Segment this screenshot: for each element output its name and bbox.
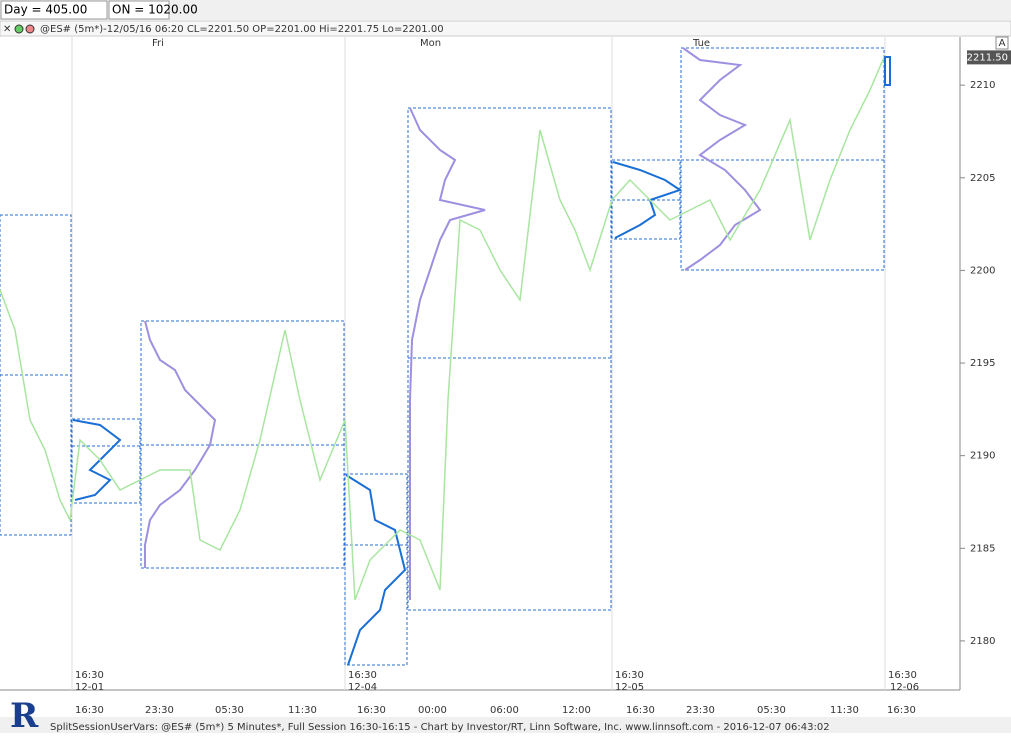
last-price-box: [967, 50, 1011, 65]
session-time: 16:30: [615, 670, 644, 681]
session-date: 12-05: [615, 682, 644, 693]
corner-button[interactable]: [995, 36, 1009, 50]
footer-text: SplitSessionUserVars: @ES# (5m*) 5 Minut…: [50, 722, 830, 733]
time-label: 05:30: [757, 705, 786, 716]
time-label: 06:00: [490, 705, 519, 716]
session-time: 16:30: [348, 670, 377, 681]
close-icon[interactable]: ✕: [3, 24, 11, 35]
session-date: 12-06: [890, 682, 919, 693]
header-bar: [0, 20, 1011, 37]
price-tick-label: 2195: [970, 358, 995, 369]
profile: [409, 107, 486, 600]
current-bar: [884, 56, 891, 86]
profile: [612, 161, 683, 239]
session-time: 16:30: [888, 670, 917, 681]
header-text: @ES# (5m*)-12/05/16 06:20 CL=2201.50 OP=…: [40, 24, 444, 35]
profile: [682, 47, 762, 271]
time-label: 11:30: [830, 705, 859, 716]
session-lines: [71, 37, 886, 690]
day-label: Mon: [420, 38, 441, 49]
day-field[interactable]: [0, 0, 108, 20]
session-date: 12-01: [75, 682, 104, 693]
day-text: Day = 405.00: [4, 3, 87, 17]
time-label: 23:30: [686, 705, 715, 716]
corner-text: A: [999, 38, 1006, 49]
footer-bar: [0, 717, 1011, 733]
day-label: Tue: [692, 38, 710, 49]
time-label: 16:30: [626, 705, 655, 716]
profile: [72, 419, 122, 501]
time-label: 16:30: [887, 705, 916, 716]
session-date: 12-04: [348, 682, 377, 693]
profile: [345, 474, 407, 666]
price-trace: [0, 54, 886, 601]
price-tick-label: 2200: [970, 265, 995, 276]
logo: R: [10, 696, 39, 733]
time-label: 11:30: [288, 705, 317, 716]
time-label: 00:00: [418, 705, 447, 716]
profile: [144, 320, 217, 568]
toolbar: [0, 0, 1011, 20]
icon: [14, 24, 24, 34]
time-label: 16:30: [75, 705, 104, 716]
on-field[interactable]: [108, 0, 170, 20]
time-label: 05:30: [215, 705, 244, 716]
session-time: 16:30: [75, 670, 104, 681]
session-boxes: [0, 47, 885, 666]
time-label: 16:30: [357, 705, 386, 716]
day-label: Fri: [152, 38, 164, 49]
price-tick-label: 2185: [970, 543, 995, 554]
price-tick-label: 2210: [970, 80, 995, 91]
on-text: ON = 1020.00: [112, 3, 198, 17]
price-tick-label: 2190: [970, 451, 995, 462]
price-tick-label: 2180: [970, 636, 995, 647]
price-tick-label: 2205: [970, 173, 995, 184]
last-price: 2211.50: [967, 52, 1008, 63]
time-label: 12:00: [562, 705, 591, 716]
time-label: 23:30: [145, 705, 174, 716]
icon: [25, 24, 35, 34]
